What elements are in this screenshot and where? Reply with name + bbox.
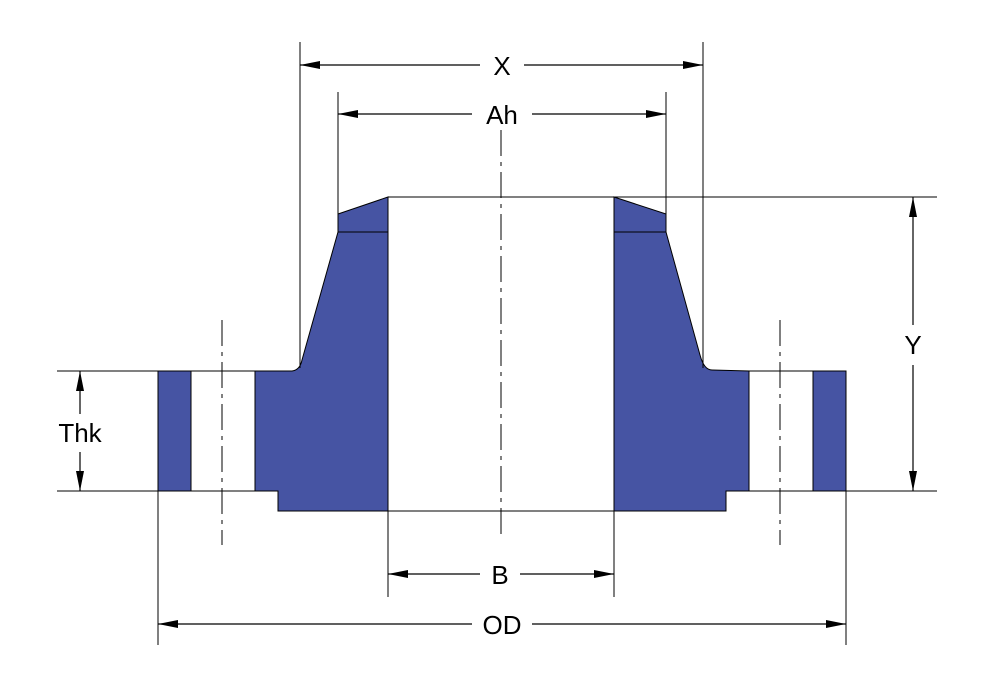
extension-lines	[57, 42, 937, 645]
center-lines	[221, 130, 781, 545]
dimension-label-thk: Thk	[58, 418, 102, 448]
right-rim	[812, 370, 847, 492]
left-rim	[157, 370, 192, 492]
dimension-od: OD	[158, 610, 846, 640]
right-hub-chamfer	[613, 196, 667, 233]
bolt-holes	[191, 370, 813, 492]
dimension-x: X	[300, 51, 703, 81]
dimension-label-b: B	[491, 560, 508, 590]
left-hub-section	[254, 231, 389, 512]
dimension-y: Y	[904, 197, 922, 491]
flange-body	[157, 196, 847, 512]
dimension-label-y: Y	[904, 330, 921, 360]
left-hub-chamfer	[337, 196, 389, 233]
dimension-ah: Ah	[338, 100, 666, 130]
dimension-b: B	[388, 560, 614, 590]
dimension-thk: Thk	[58, 371, 103, 491]
dimension-label-ah: Ah	[486, 100, 518, 130]
dimension-label-x: X	[493, 51, 510, 81]
right-hub-section	[613, 231, 750, 512]
dimension-label-od: OD	[483, 610, 522, 640]
